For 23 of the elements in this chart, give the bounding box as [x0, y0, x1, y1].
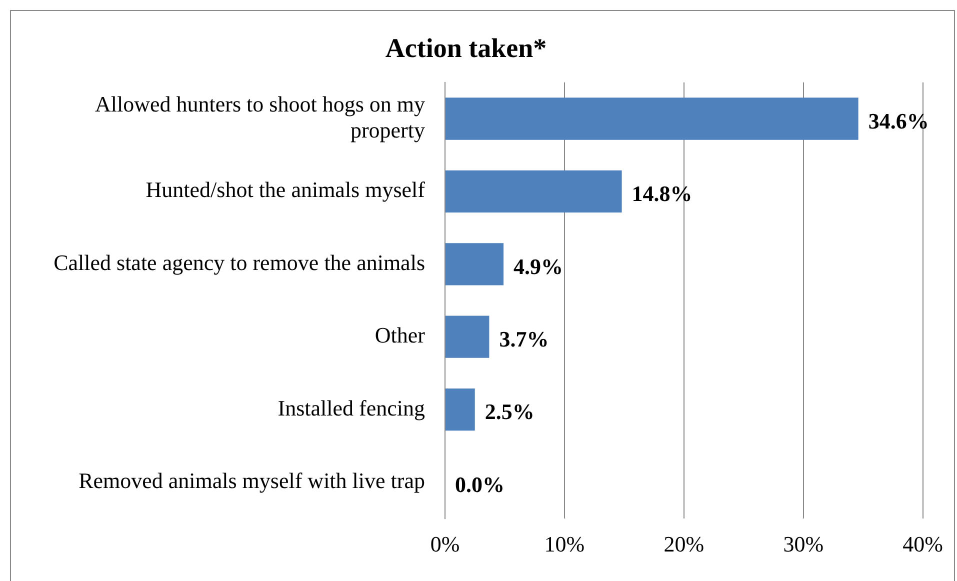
y-tick-label: Called state agency to remove the animals: [54, 250, 425, 275]
x-tick-label: 10%: [544, 532, 585, 557]
data-label: 2.5%: [484, 399, 534, 424]
data-label: 0.0%: [455, 472, 504, 497]
bar: [446, 170, 622, 213]
bar: [446, 98, 858, 140]
bar: [446, 388, 475, 431]
chart-title: Action taken*: [385, 33, 547, 64]
y-tick-label: Other: [374, 322, 426, 348]
x-tick-label: 30%: [783, 532, 824, 557]
bar: [446, 316, 490, 358]
x-tick-label: 40%: [902, 532, 943, 557]
data-label: 14.8%: [632, 181, 692, 206]
data-label: 34.6%: [868, 108, 929, 134]
x-tick-label: 20%: [664, 532, 704, 557]
data-label: 4.9%: [514, 254, 564, 279]
x-tick-label: 0%: [430, 532, 460, 557]
bar: [446, 243, 504, 286]
data-label: 3.7%: [499, 326, 549, 352]
y-tick-label: Installed fencing: [278, 395, 425, 420]
y-tick-label: Allowed hunters to shoot hogs on my property: [95, 91, 425, 143]
y-tick-label: Hunted/shot the animals myself: [146, 177, 426, 202]
y-tick-label: Removed animals myself with live trap: [78, 468, 425, 494]
